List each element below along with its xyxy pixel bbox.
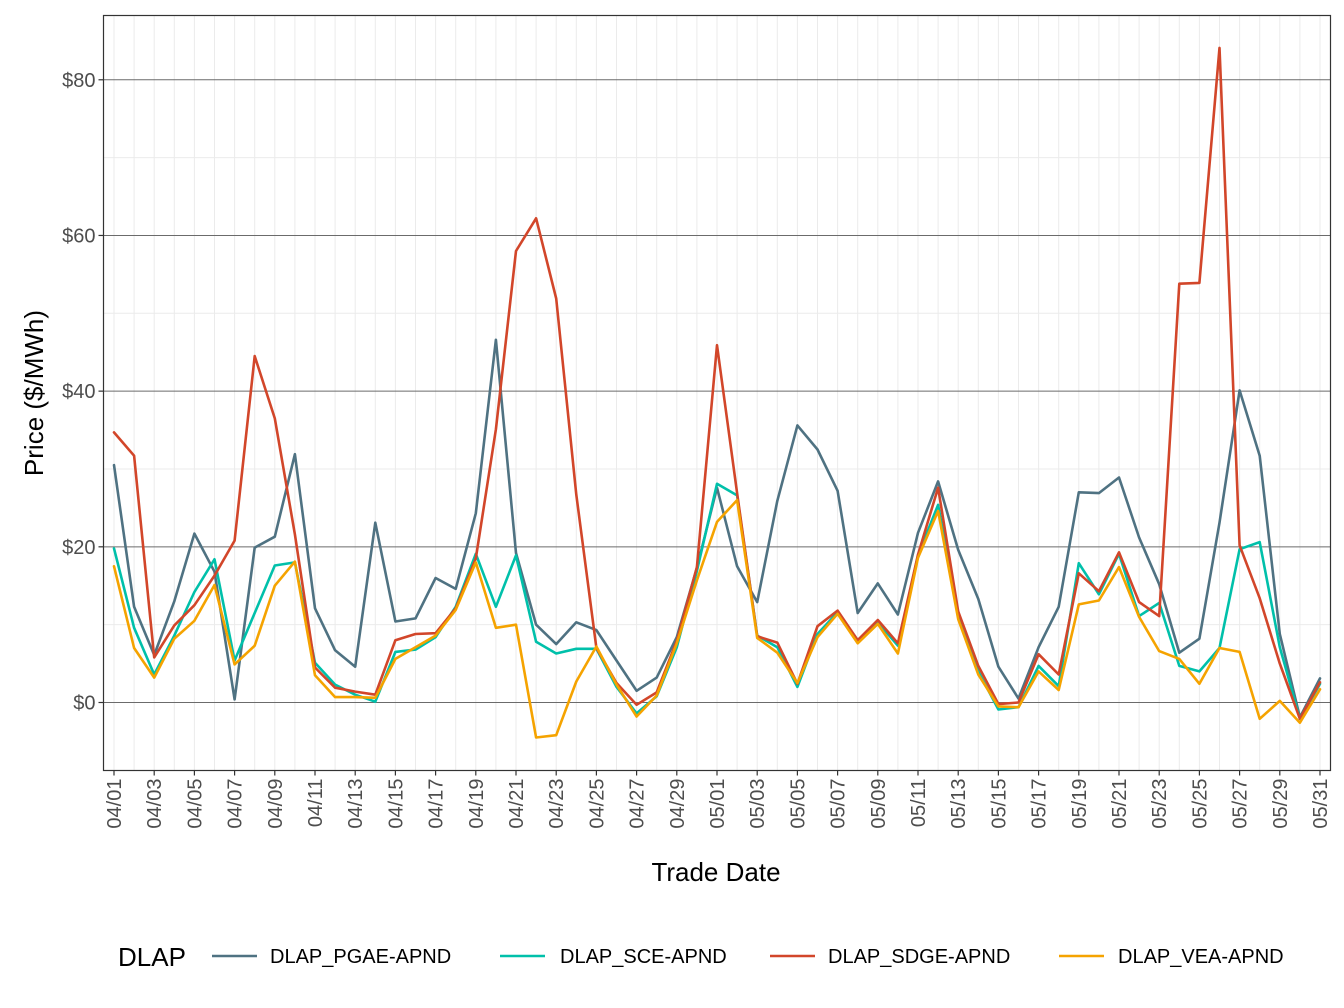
x-tick-label: 04/21	[506, 779, 528, 829]
x-tick-label: 05/11	[908, 779, 930, 828]
legend-label: DLAP_PGAE-APND	[270, 946, 451, 968]
x-axis: 04/01 04/03 04/05 04/07 04/09 04/11 04/13 04/15…	[104, 770, 1332, 829]
legend: DLAP DLAP_PGAE-APND DLAP_SCE-APND DLAP_SDG…	[118, 942, 1284, 972]
x-tick-label: 05/23	[1149, 779, 1171, 829]
x-tick-label: 04/03	[144, 779, 166, 829]
y-tick-label: $40	[62, 381, 95, 403]
x-tick-label: 04/25	[586, 779, 608, 829]
x-tick-label: 05/05	[787, 779, 809, 829]
x-tick-label: 04/29	[667, 779, 689, 829]
minor-gridlines	[103, 15, 1331, 771]
y-axis: $0 $20 $40 $60 $80	[62, 70, 104, 715]
x-tick-label: 05/09	[868, 779, 890, 829]
series-line-dlap_vea-apnd	[112, 498, 1322, 739]
x-tick-label: 05/31	[1310, 779, 1332, 829]
y-tick-label: $60	[62, 225, 95, 247]
x-tick-label: 05/27	[1230, 779, 1252, 829]
x-axis-title: Trade Date	[651, 857, 780, 887]
x-tick-label: 04/15	[385, 779, 407, 829]
legend-label: DLAP_VEA-APND	[1118, 946, 1284, 968]
x-tick-label: 05/03	[747, 779, 769, 829]
x-tick-label: 05/17	[1029, 779, 1051, 829]
series-line-dlap_sdge-apnd	[112, 46, 1322, 721]
legend-title: DLAP	[118, 942, 186, 972]
x-tick-label: 05/15	[988, 779, 1010, 829]
x-tick-label: 04/17	[426, 779, 448, 829]
y-axis-title: Price ($/MWh)	[19, 310, 49, 476]
x-tick-label: 04/23	[546, 779, 568, 829]
x-tick-label: 04/11	[305, 779, 327, 828]
series-lines	[112, 46, 1322, 739]
y-tick-label: $0	[73, 693, 95, 715]
x-tick-label: 05/07	[828, 779, 850, 829]
x-tick-label: 05/29	[1270, 779, 1292, 829]
x-tick-label: 05/01	[707, 779, 729, 829]
y-tick-label: $80	[62, 70, 95, 92]
x-tick-label: 05/19	[1069, 779, 1091, 829]
y-tick-label: $20	[62, 537, 95, 559]
x-tick-label: 04/19	[466, 779, 488, 829]
x-tick-label: 05/13	[948, 779, 970, 829]
x-tick-label: 04/05	[184, 779, 206, 829]
x-tick-label: 04/27	[627, 779, 649, 829]
x-tick-label: 05/25	[1189, 779, 1211, 829]
legend-label: DLAP_SDGE-APND	[828, 946, 1010, 968]
x-tick-label: 04/13	[345, 779, 367, 829]
x-tick-label: 04/07	[225, 779, 247, 829]
x-tick-label: 04/01	[104, 779, 126, 829]
x-tick-label: 05/21	[1109, 779, 1131, 829]
x-tick-label: 04/09	[265, 779, 287, 829]
legend-label: DLAP_SCE-APND	[560, 946, 727, 968]
